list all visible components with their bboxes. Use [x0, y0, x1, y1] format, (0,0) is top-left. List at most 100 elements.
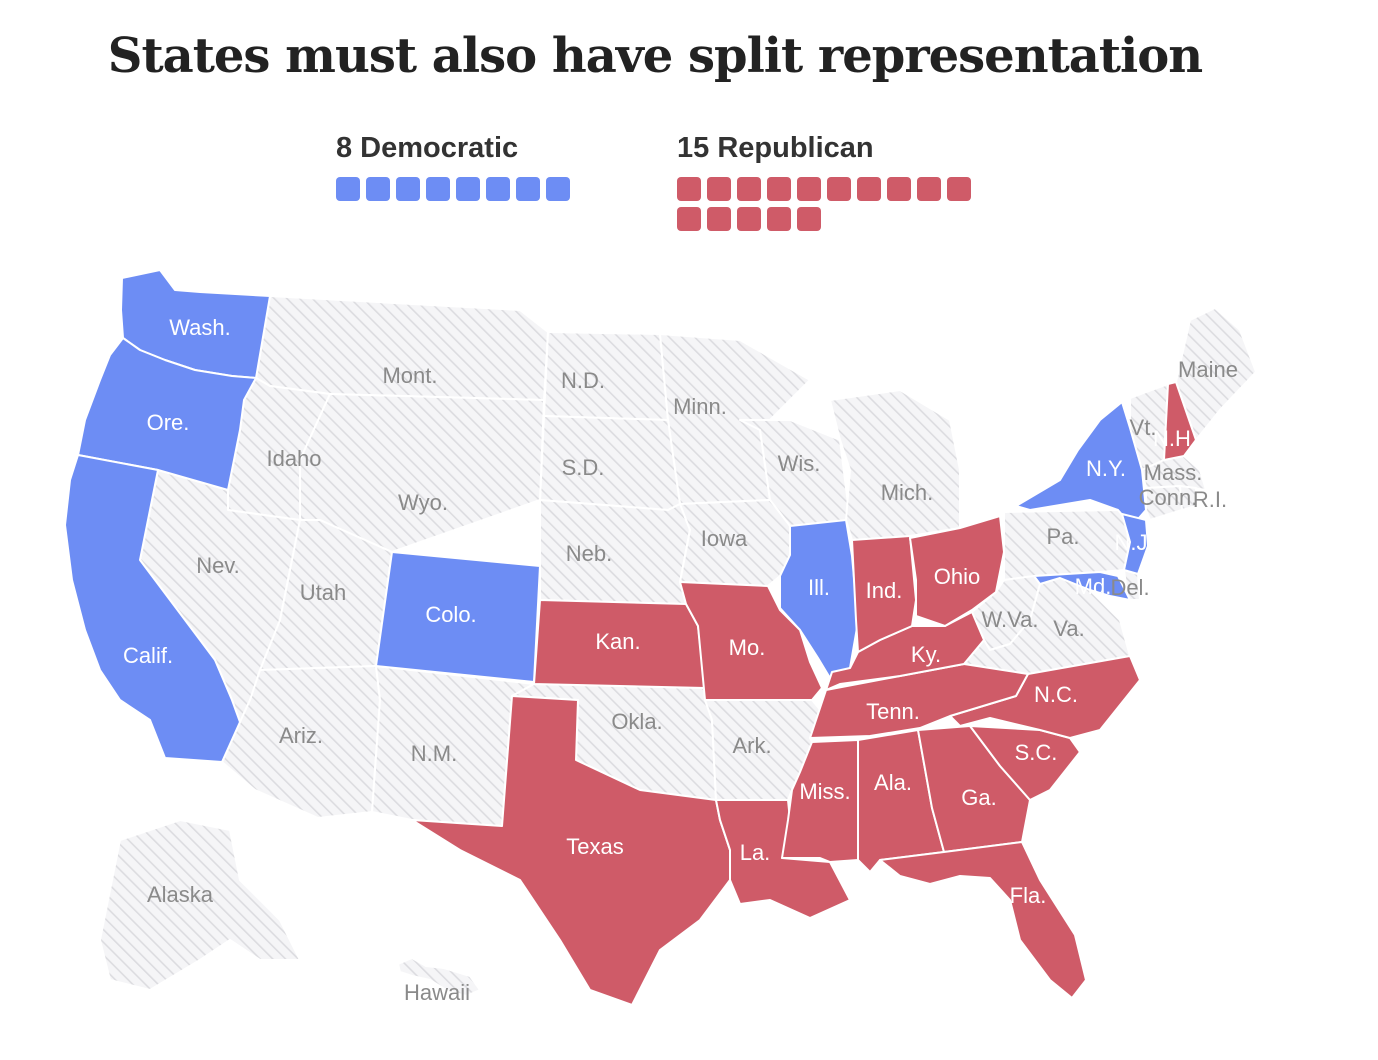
state-hawaii-label: Hawaii — [404, 980, 470, 1005]
legend-republican-squares — [677, 177, 977, 237]
state-ohio-label: Ohio — [934, 564, 980, 589]
state-texas-label: Texas — [566, 834, 623, 859]
state-nev-label: Nev. — [196, 553, 240, 578]
state-alaska-shape — [99, 819, 301, 991]
republican-square — [887, 177, 911, 201]
republican-square — [707, 177, 731, 201]
state-fla-shape — [879, 841, 1087, 999]
state-hawaii-shape — [397, 957, 481, 997]
legend-democratic-label: 8 Democratic — [336, 132, 519, 164]
state-ariz-label: Ariz. — [279, 723, 323, 748]
state-md-shape — [1033, 571, 1131, 601]
democratic-square — [426, 177, 450, 201]
state-fla-label: Fla. — [1010, 883, 1047, 908]
state-calif-shape — [64, 454, 241, 763]
state-nj-label: N.J. — [1114, 530, 1153, 555]
state-pa-label: Pa. — [1046, 524, 1079, 549]
state-wash-label: Wash. — [169, 315, 231, 340]
state-texas-shape — [411, 695, 731, 1006]
democratic-square — [336, 177, 360, 201]
state-mich-label: Mich. — [881, 480, 934, 505]
republican-square — [707, 207, 731, 231]
state-colo-label: Colo. — [425, 602, 476, 627]
democratic-square — [516, 177, 540, 201]
state-miss-label: Miss. — [799, 779, 850, 804]
state-maine-label: Maine — [1178, 357, 1238, 382]
state-nh-label: N.H. — [1153, 426, 1197, 451]
map-title: States must also have split representati… — [107, 28, 1203, 84]
state-wyo-label: Wyo. — [398, 490, 448, 515]
state-neb-shape — [539, 499, 691, 605]
state-la-label: La. — [740, 840, 771, 865]
state-ny-shape — [1015, 401, 1147, 527]
democratic-square — [486, 177, 510, 201]
state-ala-label: Ala. — [874, 770, 912, 795]
state-minn-label: Minn. — [673, 394, 727, 419]
state-ind-label: Ind. — [866, 578, 903, 603]
legend-democratic: 8 Democratic — [336, 132, 596, 207]
state-okla-label: Okla. — [611, 709, 662, 734]
republican-square — [737, 207, 761, 231]
state-ore-label: Ore. — [147, 410, 190, 435]
legend-republican-label: 15 Republican — [677, 132, 874, 164]
state-mass-label: Mass. — [1144, 460, 1203, 485]
republican-square — [737, 177, 761, 201]
state-sd-label: S.D. — [562, 455, 605, 480]
state-vt-label: Vt. — [1130, 415, 1157, 440]
state-tenn-label: Tenn. — [866, 699, 920, 724]
republican-square — [677, 177, 701, 201]
republican-square — [677, 207, 701, 231]
state-mont-label: Mont. — [382, 363, 437, 388]
state-nc-label: N.C. — [1034, 682, 1078, 707]
state-nd-label: N.D. — [561, 368, 605, 393]
democratic-square — [396, 177, 420, 201]
state-labels: Wash. Ore. Calif. Colo. Ill. N.Y. N.J.Md. Kan. M… — [123, 315, 1238, 1005]
state-ri-shape — [1179, 485, 1197, 511]
state-ky-label: Ky. — [911, 642, 941, 667]
state-shapes — [64, 269, 1257, 1006]
state-md-label: Md. — [1075, 574, 1112, 599]
state-idaho-label: Idaho — [266, 446, 321, 471]
democratic-square — [546, 177, 570, 201]
state-utah-label: Utah — [300, 580, 346, 605]
state-ill-shape — [779, 519, 859, 679]
state-ill-label: Ill. — [808, 575, 830, 600]
state-nj-shape — [1121, 513, 1149, 575]
republican-square — [797, 207, 821, 231]
state-ark-label: Ark. — [732, 733, 771, 758]
state-mo-shape — [679, 581, 823, 701]
democratic-square — [456, 177, 480, 201]
state-nh-shape — [1163, 381, 1197, 461]
state-kan-label: Kan. — [595, 629, 640, 654]
legend-republican: 15 Republican — [677, 132, 997, 237]
state-wva-label: W.Va. — [981, 607, 1038, 632]
state-alaska-label: Alaska — [147, 882, 214, 907]
republican-square — [767, 177, 791, 201]
legend-democratic-squares — [336, 177, 636, 207]
state-wis-label: Wis. — [778, 451, 821, 476]
state-ore-shape — [77, 337, 257, 491]
republican-square — [767, 207, 791, 231]
republican-square — [797, 177, 821, 201]
state-ny-label: N.Y. — [1086, 456, 1126, 481]
state-conn-label: Conn. — [1139, 485, 1198, 510]
republican-square — [917, 177, 941, 201]
state-sc-label: S.C. — [1015, 740, 1058, 765]
state-del-label: Del. — [1110, 575, 1149, 600]
state-iowa-label: Iowa — [701, 526, 748, 551]
state-mo-label: Mo. — [729, 635, 766, 660]
state-nm-label: N.M. — [411, 741, 457, 766]
republican-square — [947, 177, 971, 201]
state-mich-shape — [829, 389, 961, 541]
state-neb-label: Neb. — [566, 541, 612, 566]
state-maine-shape — [1175, 307, 1257, 441]
democratic-square — [366, 177, 390, 201]
state-va-label: Va. — [1053, 616, 1084, 641]
state-calif-label: Calif. — [123, 643, 173, 668]
state-ri-label: R.I. — [1193, 487, 1227, 512]
state-ohio-shape — [909, 515, 1005, 627]
republican-square — [857, 177, 881, 201]
republican-square — [827, 177, 851, 201]
state-ga-label: Ga. — [961, 785, 996, 810]
